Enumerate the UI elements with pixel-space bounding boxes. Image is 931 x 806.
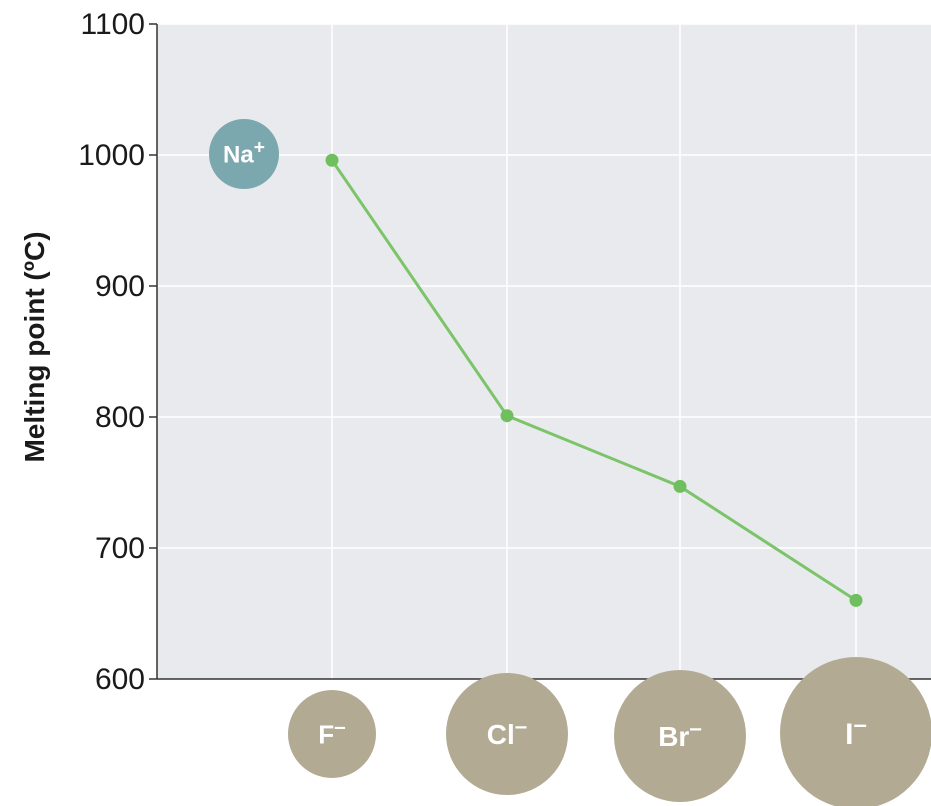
data-point-f bbox=[325, 153, 339, 167]
data-point-br bbox=[673, 479, 687, 493]
y-tick-label-700: 700 bbox=[95, 532, 145, 565]
anion-cl-circle bbox=[446, 673, 568, 795]
y-tick-label-600: 600 bbox=[95, 663, 145, 696]
anion-f-charge: – bbox=[334, 715, 346, 738]
y-tick-label-1000: 1000 bbox=[78, 139, 145, 172]
anion-cl-charge: – bbox=[515, 713, 527, 738]
data-point-cl bbox=[500, 409, 514, 423]
data-point-i bbox=[849, 593, 863, 607]
cation-na-circle bbox=[209, 119, 279, 189]
anion-cl-symbol: Cl bbox=[487, 719, 515, 750]
y-tick-label-900: 900 bbox=[95, 270, 145, 303]
y-axis-title: Melting point (ºC) bbox=[19, 231, 50, 462]
y-axis: 600 700 800 900 1000 1100 bbox=[78, 8, 931, 696]
series-line bbox=[330, 159, 857, 602]
anion-br-label: Br– bbox=[658, 715, 702, 752]
cation-na-symbol: Na bbox=[223, 142, 254, 169]
anion-br-charge: – bbox=[689, 715, 701, 740]
anion-i-circle bbox=[780, 657, 931, 806]
anion-cl-label: Cl– bbox=[487, 713, 527, 750]
cation-na-label: Na+ bbox=[223, 138, 265, 169]
anion-i-label: I– bbox=[845, 711, 867, 750]
cation-na-charge: + bbox=[254, 138, 265, 159]
ion-circles: Na+F– Cl– Br– I– bbox=[209, 119, 931, 806]
anion-f-symbol: F bbox=[318, 719, 334, 749]
y-tick-label-1100: 1100 bbox=[80, 8, 145, 41]
gridlines bbox=[157, 23, 931, 679]
anion-i-symbol: I bbox=[845, 718, 853, 751]
anion-i-charge: – bbox=[853, 711, 866, 738]
anion-br-circle bbox=[614, 670, 746, 802]
anion-br-symbol: Br bbox=[658, 721, 689, 752]
y-tick-label-800: 800 bbox=[95, 401, 145, 434]
data-series bbox=[325, 153, 863, 607]
anion-f-label: F– bbox=[318, 715, 345, 749]
anion-f-circle bbox=[288, 690, 376, 778]
plot-area bbox=[157, 24, 931, 679]
